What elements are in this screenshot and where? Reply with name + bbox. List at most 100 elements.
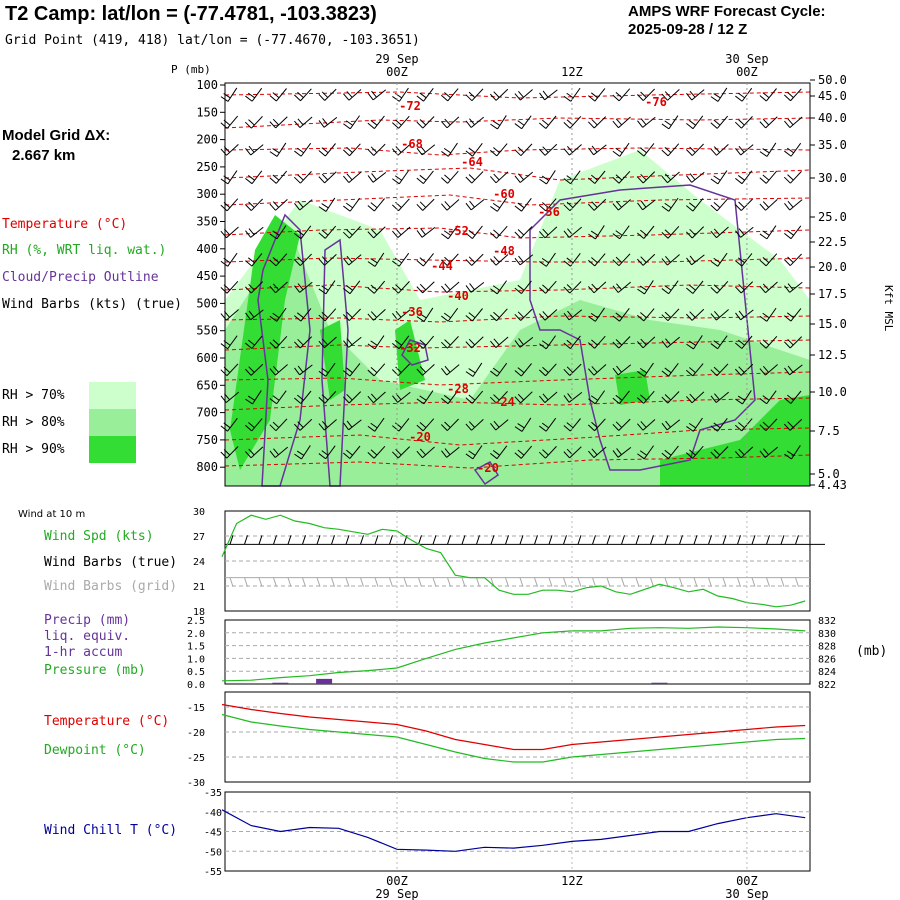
wind-barb-staff xyxy=(349,115,360,130)
wind-barb-flag xyxy=(661,258,668,266)
wind-barb xyxy=(784,225,802,240)
wind-barb-flag xyxy=(342,314,350,321)
wind-barb xyxy=(490,197,507,212)
wind-barb-staff xyxy=(324,253,337,266)
wind-barb-flag xyxy=(664,367,672,374)
wind-barb-flag xyxy=(346,173,353,181)
wind-barb-flag xyxy=(539,122,547,129)
wind-barb-staff xyxy=(447,336,459,349)
wind-barb-flag xyxy=(297,200,304,208)
wind-barb-flag xyxy=(294,397,302,404)
wind-barb-staff xyxy=(691,171,705,183)
wind-barb xyxy=(514,198,532,212)
wind-barb-staff xyxy=(349,280,361,294)
wind-barb-flag xyxy=(590,395,599,401)
wind-barb-flag xyxy=(640,421,647,428)
wind-barb xyxy=(416,363,435,376)
wind-barb-flag xyxy=(294,453,302,460)
wind-barb-flag xyxy=(468,91,476,98)
wind-barb-flag xyxy=(244,286,252,294)
wind-barb-staff xyxy=(226,226,239,239)
wind-barb-flag xyxy=(738,228,745,236)
wind-barb-flag xyxy=(542,90,549,98)
chill-panel-frame xyxy=(224,791,811,872)
wind-barb-flag xyxy=(710,96,719,102)
wind-barb-staff xyxy=(741,170,753,184)
precip-bar xyxy=(316,678,333,684)
grid-barb-mark xyxy=(780,577,785,587)
wind-barb-flag xyxy=(269,285,276,294)
wind-barb xyxy=(685,143,704,156)
wind-barb-flag xyxy=(419,339,427,346)
wind-barb-flag xyxy=(637,232,645,239)
wind-barb-flag xyxy=(541,340,550,346)
temp-contour-8 xyxy=(224,315,811,323)
wind-barb xyxy=(269,281,288,294)
wind-barb-staff xyxy=(742,390,752,405)
wind-barb-staff xyxy=(716,115,729,129)
wind-barb-flag xyxy=(416,177,424,184)
wind-barb xyxy=(514,445,533,459)
wind-barb xyxy=(465,143,483,157)
wind-barb-flag xyxy=(787,394,794,401)
wind-barb-flag xyxy=(343,370,351,377)
pressure-tick-label: 500 xyxy=(196,296,218,310)
wind-barb xyxy=(539,89,558,101)
wind-barb-flag xyxy=(689,146,696,153)
wind-barb-staff xyxy=(766,225,777,240)
temp-contour-label: -60 xyxy=(493,187,515,201)
wind-barb-flag xyxy=(563,451,571,459)
chill-ytick-label: -35 xyxy=(204,788,222,799)
wind-barb-flag xyxy=(787,174,794,181)
temperature-label: Temperature (°C) xyxy=(44,714,170,729)
wind-barb-flag xyxy=(346,255,353,263)
wind-barb xyxy=(489,143,508,157)
wind-barb xyxy=(784,116,803,128)
wind-barb-staff xyxy=(692,445,704,459)
wind-barb xyxy=(490,445,508,460)
wind-barb-staff xyxy=(546,170,556,185)
wind-barb-flag xyxy=(786,450,795,456)
wind-barb xyxy=(490,336,509,348)
wind-barb-flag xyxy=(710,178,719,185)
wind-barb-staff xyxy=(299,281,313,293)
wind-barb-staff xyxy=(300,390,312,404)
wind-barb-staff xyxy=(275,116,288,129)
wind-barb-flag xyxy=(686,287,694,294)
wind-barb xyxy=(367,198,385,212)
wind-barb-flag xyxy=(465,232,473,239)
wind-barb xyxy=(294,116,313,128)
grid-barb-mark xyxy=(548,577,553,587)
wind-barb-flag xyxy=(367,343,376,350)
grid-barb-mark xyxy=(316,577,321,587)
wind-barb-flag xyxy=(490,370,498,377)
wind-barb-flag xyxy=(710,313,717,321)
wind-barb xyxy=(784,390,802,404)
wind-barb-staff xyxy=(471,390,484,404)
wind-barb-staff xyxy=(715,391,730,403)
wind-barb xyxy=(784,308,802,322)
wind-barb-staff xyxy=(226,115,239,129)
wind-barb-flag xyxy=(392,96,400,102)
pressure-tick-label: 350 xyxy=(196,215,218,229)
wind-barb-flag xyxy=(416,286,424,294)
wind-barb-flag xyxy=(272,118,280,126)
wind-barb-staff xyxy=(693,335,703,350)
wind-barb xyxy=(294,199,313,211)
wind-barb-flag xyxy=(293,259,301,266)
wind-barb-staff xyxy=(618,199,631,211)
wind-barb-flag xyxy=(318,340,325,349)
height-tick-label: 12.5 xyxy=(818,348,847,362)
wind-barb-staff xyxy=(397,363,410,376)
wind-barb-flag xyxy=(591,145,598,153)
wind-barb xyxy=(392,252,410,267)
wind-barb xyxy=(710,115,729,129)
wind-barb-staff xyxy=(227,335,238,350)
grid-barb-mark xyxy=(592,577,596,587)
wind-barb xyxy=(490,115,507,130)
wind-barb-flag xyxy=(762,118,770,126)
wind-barb-flag xyxy=(444,174,451,181)
pressure-tick-label: 550 xyxy=(196,324,218,338)
wind-barb xyxy=(759,390,777,405)
